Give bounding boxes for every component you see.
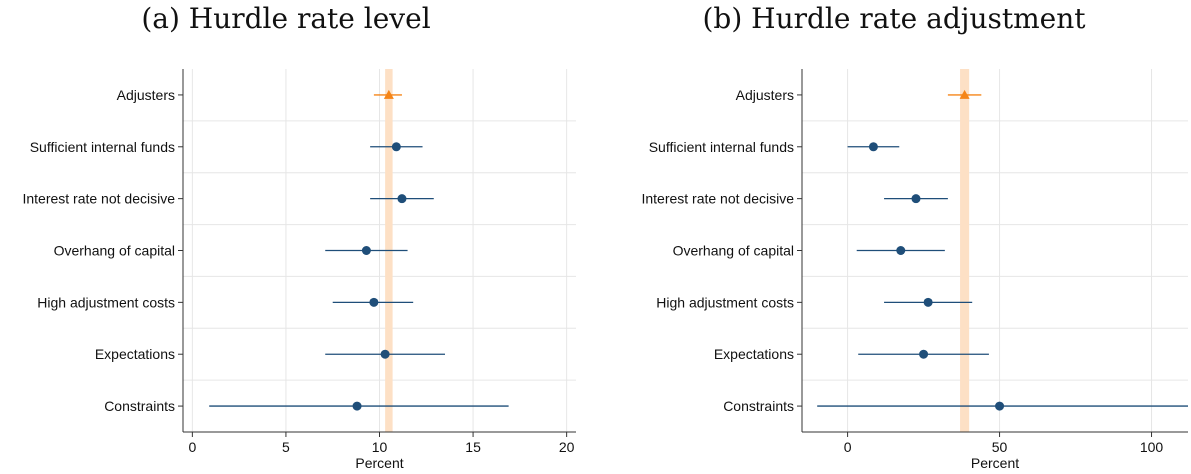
point-estimate xyxy=(397,194,407,204)
chart-panel-b: 0 50 100 Percent Adjusters Sufficient interna… xyxy=(641,69,1188,471)
y-tick-label: High adjustment costs xyxy=(37,294,175,310)
point-estimate xyxy=(923,297,933,307)
y-tick-label: Interest rate not decisive xyxy=(22,191,175,207)
y-tick-label: Adjusters xyxy=(736,87,794,103)
y-tick-label: Adjusters xyxy=(117,87,175,103)
point-estimate-triangle xyxy=(959,89,970,99)
y-tick-label: Constraints xyxy=(723,398,794,414)
reference-band xyxy=(960,69,970,432)
x-tick-label: 10 xyxy=(372,439,388,455)
x-tick-label: 100 xyxy=(1140,439,1164,455)
x-tick-label: 0 xyxy=(188,439,196,455)
point-estimate xyxy=(896,246,906,255)
panel-a-title: (a) Hurdle rate level xyxy=(141,2,431,35)
point-estimate xyxy=(352,401,362,411)
x-axis-label: Percent xyxy=(355,455,403,471)
x-tick-label: 15 xyxy=(465,439,481,455)
point-estimate-triangle xyxy=(383,89,394,99)
y-tick-label: Overhang of capital xyxy=(673,243,794,259)
point-estimate xyxy=(919,349,929,359)
point-estimate xyxy=(361,246,371,255)
x-tick-label: 5 xyxy=(282,439,290,455)
x-axis-label: Percent xyxy=(971,455,1019,471)
x-tick-label: 50 xyxy=(992,439,1008,455)
x-tick-label: 0 xyxy=(844,439,852,455)
chart-panel-a: 0 5 10 15 20 Percent Adjusters Sufficient inter… xyxy=(22,69,576,471)
x-tick-label: 20 xyxy=(559,439,575,455)
point-estimate xyxy=(391,142,401,152)
y-tick-label: Overhang of capital xyxy=(54,243,175,259)
y-tick-label: Constraints xyxy=(104,398,175,414)
panel-b-title: (b) Hurdle rate adjustment xyxy=(702,2,1086,35)
y-tick-label: Sufficient internal funds xyxy=(30,139,175,155)
y-tick-label: Sufficient internal funds xyxy=(649,139,794,155)
y-tick-label: High adjustment costs xyxy=(656,294,794,310)
y-tick-label: Expectations xyxy=(714,346,794,362)
point-estimate xyxy=(911,194,921,204)
point-estimate xyxy=(995,401,1005,411)
point-estimate xyxy=(369,297,379,307)
y-tick-label: Expectations xyxy=(95,346,175,362)
y-tick-label: Interest rate not decisive xyxy=(641,191,794,207)
point-estimate xyxy=(380,349,390,359)
point-estimate xyxy=(868,142,878,152)
